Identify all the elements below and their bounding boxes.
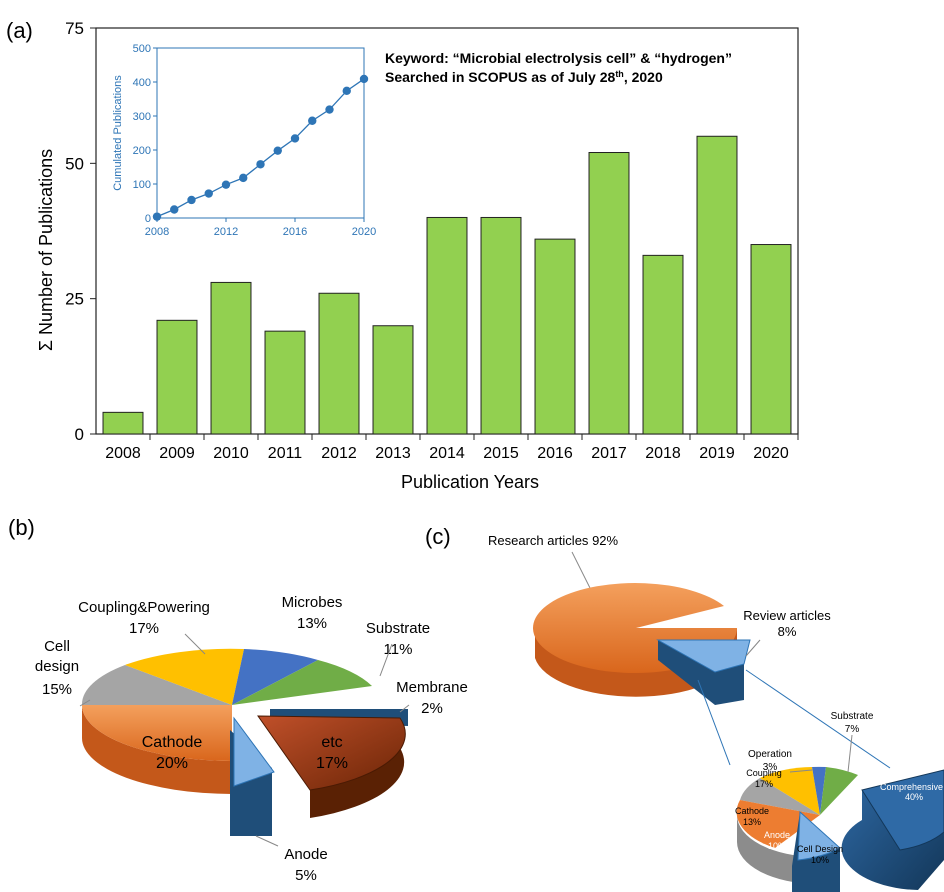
label-c-cell-design: Cell Design bbox=[797, 844, 843, 854]
label-b-membrane-pct: 2% bbox=[421, 700, 443, 717]
y-tick-label: 25 bbox=[65, 290, 84, 309]
inset-point bbox=[170, 205, 178, 213]
inset-y-tick-label: 300 bbox=[133, 111, 151, 123]
label-c-substrate: Substrate bbox=[831, 711, 874, 722]
inset-x-tick-label: 2020 bbox=[352, 226, 376, 238]
label-b-coupling: Coupling&Powering bbox=[78, 599, 210, 616]
x-tick-label: 2011 bbox=[268, 445, 303, 462]
label-b-anode-pct: 5% bbox=[295, 867, 317, 884]
inset-y-tick-label: 0 bbox=[145, 213, 151, 225]
bar bbox=[427, 217, 467, 434]
label-c-coupling-pct: 17% bbox=[755, 779, 773, 789]
search-annotation: Searched in SCOPUS as of July 28th, 2020 bbox=[385, 69, 663, 85]
inset-line-chart: 0 100 200 300 400 500 2008 2012 2016 2020 bbox=[133, 43, 377, 238]
bar bbox=[103, 412, 143, 434]
label-b-cathode-pct: 20% bbox=[156, 755, 188, 772]
inset-y-tick-label: 500 bbox=[133, 43, 151, 55]
x-tick-label: 2016 bbox=[537, 445, 573, 462]
inset-point bbox=[222, 180, 230, 188]
inset-point bbox=[205, 189, 213, 197]
label-c-comprehensive: Comprehensive bbox=[880, 782, 943, 792]
bar bbox=[643, 255, 683, 434]
inset-point bbox=[308, 117, 316, 125]
inset-x-tick-label: 2016 bbox=[283, 226, 307, 238]
inset-point bbox=[153, 212, 161, 220]
x-tick-label: 2020 bbox=[753, 445, 789, 462]
label-c-substrate-pct: 7% bbox=[845, 724, 860, 735]
label-c-review-pct: 8% bbox=[778, 624, 797, 639]
inset-point bbox=[360, 75, 368, 83]
panel-label-a: (a) bbox=[6, 18, 33, 43]
bar bbox=[589, 153, 629, 434]
inset-x-tick-label: 2008 bbox=[145, 226, 169, 238]
label-b-coupling-pct: 17% bbox=[129, 620, 159, 637]
bar bbox=[751, 245, 791, 434]
label-c-operation: Operation bbox=[748, 749, 792, 760]
x-tick-label: 2018 bbox=[645, 445, 681, 462]
inset-point bbox=[239, 174, 247, 182]
inset-point bbox=[291, 134, 299, 142]
y-tick-label: 50 bbox=[65, 154, 84, 173]
label-c-anode: Anode bbox=[764, 830, 790, 840]
y-axis-title: Σ Number of Publications bbox=[36, 149, 56, 351]
inset-y-tick-label: 400 bbox=[133, 77, 151, 89]
bar bbox=[157, 320, 197, 434]
x-tick-label: 2008 bbox=[105, 445, 141, 462]
inset-y-tick-label: 100 bbox=[133, 179, 151, 191]
label-c-cell-design-pct: 10% bbox=[811, 855, 829, 865]
label-b-etc: etc bbox=[321, 734, 342, 751]
label-b-anode: Anode bbox=[284, 846, 327, 863]
label-c-review: Review articles bbox=[743, 608, 831, 623]
inset-point bbox=[256, 160, 264, 168]
x-tick-label: 2014 bbox=[429, 445, 465, 462]
label-c-coupling: Coupling bbox=[746, 768, 782, 778]
label-b-microbes: Microbes bbox=[282, 594, 343, 611]
inset-point bbox=[187, 196, 195, 204]
y-tick-label: 0 bbox=[75, 425, 84, 444]
label-c-anode-pct: 10% bbox=[768, 841, 786, 851]
bar bbox=[211, 282, 251, 434]
inset-point bbox=[343, 87, 351, 95]
x-axis-title: Publication Years bbox=[401, 472, 539, 492]
label-b-etc-pct: 17% bbox=[316, 755, 348, 772]
x-tick-label: 2019 bbox=[699, 445, 735, 462]
inset-point bbox=[274, 146, 282, 154]
bar bbox=[481, 217, 521, 434]
inset-y-tick-label: 200 bbox=[133, 145, 151, 157]
inset-y-axis-title: Cumulated Publications bbox=[112, 75, 124, 191]
x-tick-label: 2015 bbox=[483, 445, 519, 462]
y-tick-label: 75 bbox=[65, 19, 84, 38]
panel-label-b: (b) bbox=[8, 515, 35, 540]
label-c-research: Research articles 92% bbox=[488, 533, 619, 548]
pie-chart-b bbox=[82, 649, 408, 836]
x-tick-label: 2009 bbox=[159, 445, 195, 462]
x-tick-label: 2013 bbox=[375, 445, 411, 462]
label-b-cathode: Cathode bbox=[142, 734, 203, 751]
label-b-substrate: Substrate bbox=[366, 620, 430, 637]
label-b-cell-design: Cell design bbox=[35, 638, 79, 675]
label-c-cathode: Cathode bbox=[735, 806, 769, 816]
bar bbox=[265, 331, 305, 434]
bar bbox=[697, 136, 737, 434]
label-b-membrane: Membrane bbox=[396, 679, 468, 696]
x-tick-label: 2017 bbox=[591, 445, 627, 462]
panel-label-c: (c) bbox=[425, 524, 451, 549]
inset-frame bbox=[157, 48, 364, 218]
bar bbox=[373, 326, 413, 434]
label-c-comprehensive-pct: 40% bbox=[905, 792, 923, 802]
label-b-microbes-pct: 13% bbox=[297, 615, 327, 632]
bar bbox=[319, 293, 359, 434]
x-tick-label: 2012 bbox=[321, 445, 357, 462]
inset-point bbox=[325, 105, 333, 113]
x-tick-label: 2010 bbox=[213, 445, 249, 462]
label-c-cathode-pct: 13% bbox=[743, 817, 761, 827]
pie-chart-c-top bbox=[533, 583, 750, 705]
inset-x-tick-label: 2012 bbox=[214, 226, 238, 238]
bar bbox=[535, 239, 575, 434]
keyword-annotation: Keyword: “Microbial electrolysis cell” &… bbox=[385, 50, 732, 66]
pie-c-slice-substrate bbox=[820, 767, 858, 815]
label-b-cell-design-pct: 15% bbox=[42, 681, 72, 698]
